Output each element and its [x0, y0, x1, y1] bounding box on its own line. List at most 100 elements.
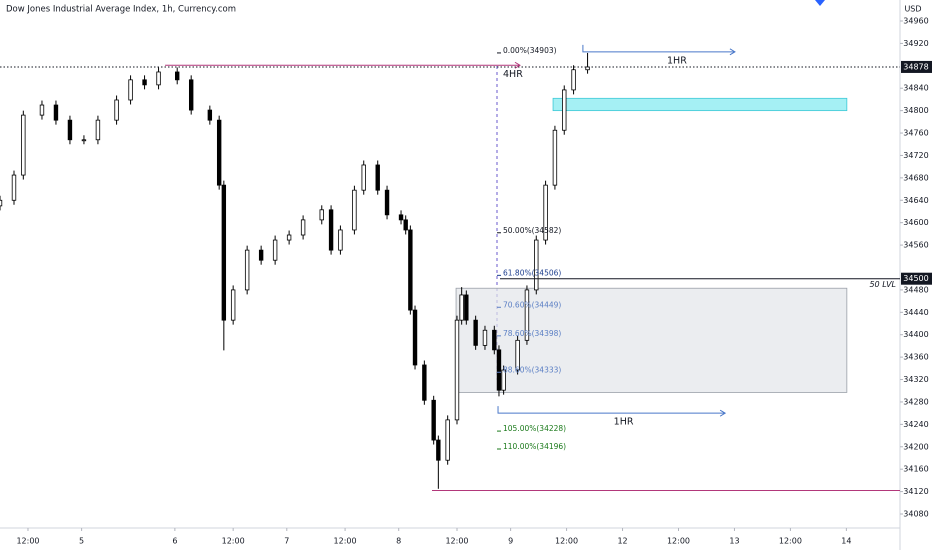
candle-body [398, 214, 404, 221]
x-tick-label: 7 [284, 537, 289, 546]
arrow [165, 61, 521, 69]
candle-body [459, 294, 464, 321]
candle-body [319, 209, 324, 221]
candle-body [328, 209, 334, 251]
currency: USD [904, 5, 921, 14]
y-tick-label: 34440 [903, 308, 928, 317]
candle-body [571, 69, 576, 91]
y-tick-label: 34760 [903, 129, 928, 138]
candle-body [142, 79, 147, 86]
candle-body [156, 71, 161, 86]
candle-body [524, 289, 530, 341]
candle-body [464, 294, 469, 321]
arrow [497, 406, 727, 417]
y-tick-label: 34480 [903, 285, 928, 294]
zone [552, 97, 848, 112]
candle-body [128, 79, 133, 101]
zone [455, 287, 848, 393]
candle-body [230, 289, 236, 321]
candle-body [0, 199, 3, 207]
x-tick-label: 6 [172, 537, 177, 546]
arrow-label: 1HR [667, 55, 687, 66]
candle-body [412, 309, 418, 366]
candle-body [384, 189, 390, 216]
y-tick-label: 34240 [903, 420, 928, 429]
candle-body [515, 339, 520, 371]
fib-label: 78.60%(34398) [503, 329, 561, 338]
candle-body [207, 109, 213, 121]
candle-body [81, 139, 87, 142]
y-tick-label: 34680 [903, 173, 928, 182]
x-tick-label: 12:00 [334, 537, 357, 546]
candle-body [408, 229, 413, 311]
x-tick-label: 13 [729, 537, 739, 546]
y-tick-label: 34600 [903, 218, 928, 227]
last-price-tag [901, 60, 932, 73]
candle-body [562, 89, 567, 131]
candle-body [445, 419, 450, 461]
candle-body [244, 249, 250, 291]
candle-body [175, 71, 180, 81]
candle-body [338, 229, 343, 251]
y-tick-label: 34560 [903, 241, 928, 250]
candle-body [286, 234, 292, 241]
x-tick-label: 12:00 [222, 537, 245, 546]
candle-body [454, 319, 460, 421]
y-tick-label: 34400 [903, 330, 928, 339]
arrow [582, 44, 736, 56]
x-tick-label: 12:00 [16, 537, 39, 546]
candle-body [552, 129, 558, 186]
y-tick-label: 34920 [903, 39, 928, 48]
y-tick-label: 34160 [903, 465, 928, 474]
candle-body [422, 364, 427, 401]
candle-body [95, 119, 101, 141]
x-tick-label: 12:00 [445, 537, 468, 546]
level-tag [901, 272, 932, 285]
candle-body [39, 104, 45, 116]
level-tag-label: 34500 [903, 274, 928, 283]
candle-body [11, 174, 17, 201]
x-tick-label: 14 [841, 537, 851, 546]
chart-title: Dow Jones Industrial Average Index, 1h, … [6, 5, 236, 15]
arrow-label: 1HR [614, 417, 634, 428]
fib-label: 0.00%(34903) [503, 46, 557, 55]
candle-body [585, 66, 590, 71]
candle-body [436, 439, 441, 461]
candle-body [53, 104, 59, 121]
candle-body [272, 239, 278, 261]
fib-label: 61.80%(34506) [503, 268, 561, 277]
candle-body [21, 114, 26, 176]
fib-label: 88.60%(34333) [503, 365, 561, 374]
y-tick-label: 34800 [903, 106, 928, 115]
y-tick-label: 34280 [903, 397, 928, 406]
y-tick-label: 34840 [903, 84, 928, 93]
candle-body [496, 349, 502, 391]
x-tick-label: 12:00 [555, 537, 578, 546]
x-tick-label: 5 [79, 537, 84, 546]
x-tick-label: 8 [396, 537, 401, 546]
x-tick-label: 12:00 [667, 537, 690, 546]
fib-label: 70.60%(34449) [503, 300, 561, 309]
y-tick-label: 34320 [903, 375, 928, 384]
marker-icon [815, 0, 825, 6]
candle-body [221, 184, 227, 321]
candle-body [543, 184, 548, 241]
candle-body [431, 399, 436, 441]
candle-body [114, 99, 119, 121]
last-price-label: 34878 [903, 62, 928, 71]
candle-body [352, 189, 357, 231]
candle-body [300, 219, 306, 236]
candle-body [534, 239, 539, 291]
candle-body [361, 164, 366, 191]
candle-body [375, 164, 380, 191]
fib-label: 50.00%(34582) [503, 226, 561, 235]
y-tick-label: 34120 [903, 487, 928, 496]
fib-label: 105.00%(34228) [503, 424, 566, 433]
y-tick-label: 34960 [903, 17, 928, 26]
arrow-label: 4HR [503, 69, 523, 80]
x-tick-label: 12 [617, 537, 627, 546]
candle-body [492, 329, 497, 351]
y-tick-label: 34720 [903, 151, 928, 160]
y-tick-label: 34200 [903, 442, 928, 451]
